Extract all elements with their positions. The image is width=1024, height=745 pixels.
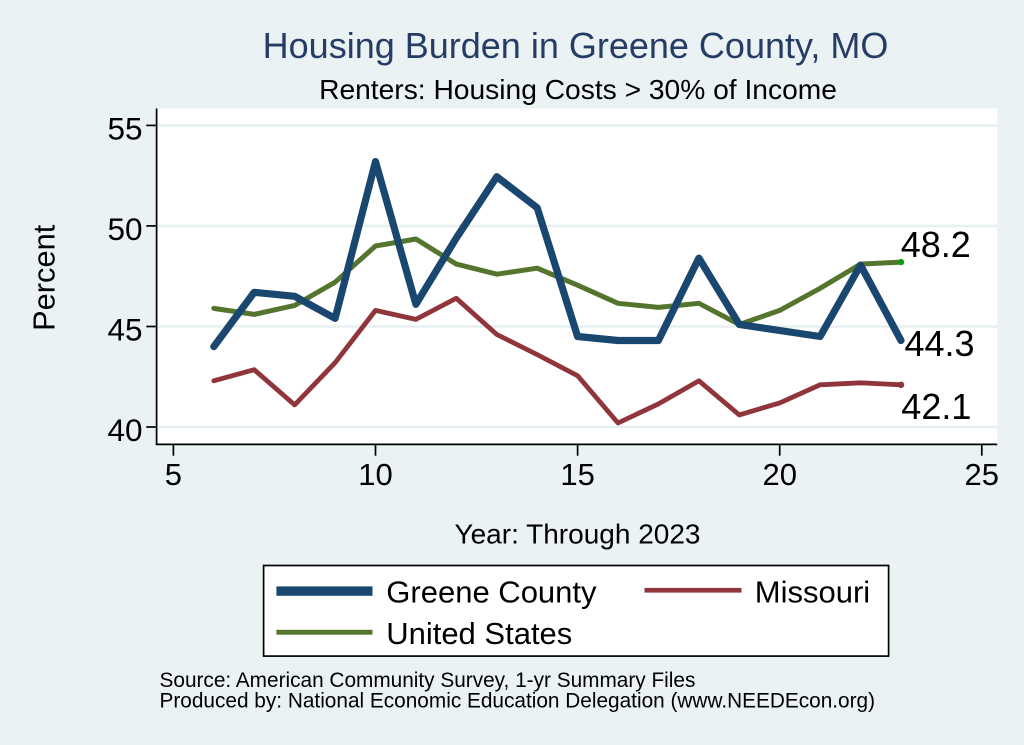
svg-text:5: 5 bbox=[165, 457, 182, 492]
svg-text:44.3: 44.3 bbox=[905, 323, 975, 364]
svg-text:48.2: 48.2 bbox=[901, 224, 971, 265]
svg-text:Greene County: Greene County bbox=[386, 575, 597, 610]
svg-text:25: 25 bbox=[965, 457, 999, 492]
svg-text:50: 50 bbox=[107, 211, 142, 247]
svg-text:55: 55 bbox=[107, 110, 142, 146]
svg-text:Housing Burden in Greene Count: Housing Burden in Greene County, MO bbox=[263, 25, 889, 66]
svg-text:42.1: 42.1 bbox=[901, 386, 971, 427]
svg-text:United States: United States bbox=[386, 616, 572, 651]
svg-text:Produced by: National Economic: Produced by: National Economic Education… bbox=[160, 690, 876, 713]
svg-text:Source: American Community Sur: Source: American Community Survey, 1-yr … bbox=[160, 669, 696, 692]
svg-text:Renters: Housing Costs > 30% o: Renters: Housing Costs > 30% of Income bbox=[319, 73, 837, 105]
svg-text:45: 45 bbox=[107, 312, 142, 348]
svg-text:15: 15 bbox=[560, 457, 594, 492]
svg-text:Missouri: Missouri bbox=[755, 575, 870, 610]
svg-text:Percent: Percent bbox=[27, 224, 62, 331]
svg-text:40: 40 bbox=[107, 412, 142, 448]
svg-text:10: 10 bbox=[358, 457, 392, 492]
svg-text:Year: Through 2023: Year: Through 2023 bbox=[455, 519, 701, 550]
svg-text:20: 20 bbox=[762, 457, 796, 492]
